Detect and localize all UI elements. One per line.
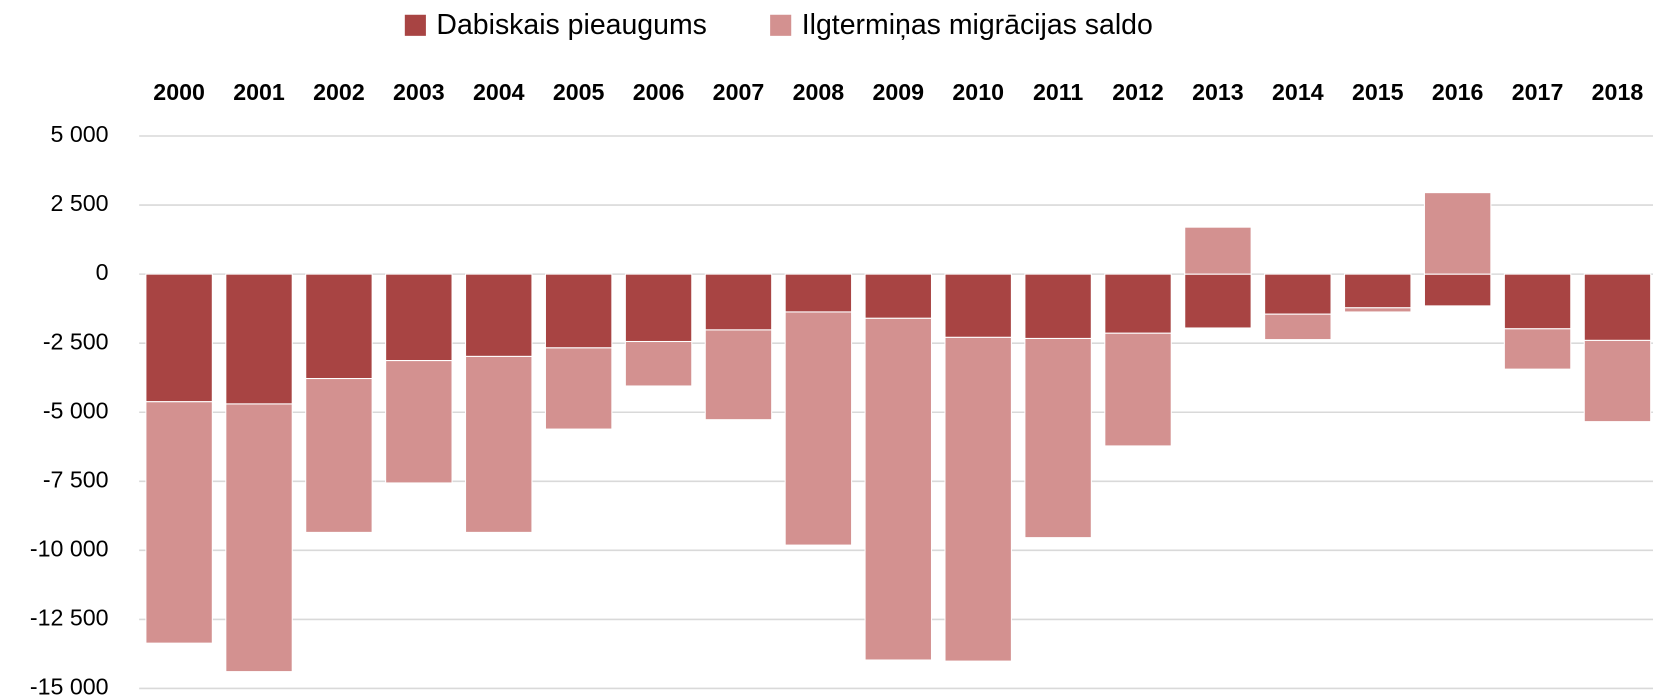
y-tick-label: -7 500 [43, 466, 109, 492]
bar [624, 340, 693, 387]
bar [1184, 273, 1252, 329]
bar [784, 273, 853, 313]
bar [225, 273, 293, 405]
x-tick-label: 2004 [473, 79, 525, 105]
bar [1104, 273, 1172, 334]
x-tick-label: 2009 [872, 79, 924, 105]
x-tick-label: 2005 [553, 79, 605, 105]
x-tick-label: 2012 [1112, 79, 1164, 105]
y-tick-label: 2 500 [51, 190, 109, 216]
bar [1344, 273, 1412, 309]
bar [864, 317, 933, 661]
y-tick-label: -2 500 [43, 328, 109, 354]
y-tick-label: -15 000 [30, 674, 109, 699]
x-tick-label: 2016 [1432, 79, 1484, 105]
legend-label: Dabiskais pieaugums [436, 9, 706, 41]
bar [1423, 192, 1492, 275]
x-tick-label: 2003 [393, 79, 445, 105]
y-tick-label: 0 [96, 259, 109, 285]
x-tick-label: 2013 [1192, 79, 1244, 105]
bar [1264, 273, 1332, 315]
bar [145, 401, 213, 644]
legend-label: Ilgtermiņas migrācijas saldo [802, 9, 1153, 41]
x-tick-label: 2008 [793, 79, 845, 105]
y-tick-label: -5 000 [43, 397, 109, 423]
y-tick-label: 5 000 [51, 121, 109, 147]
bar [544, 347, 613, 430]
bar [704, 329, 773, 421]
bar [145, 273, 213, 403]
bar [544, 273, 613, 349]
bar [225, 403, 293, 673]
bar [1104, 332, 1172, 447]
x-tick-label: 2010 [952, 79, 1004, 105]
bar [1264, 313, 1332, 341]
bar [624, 273, 693, 343]
x-tick-label: 2006 [633, 79, 685, 105]
x-tick-label: 2000 [153, 79, 205, 105]
bar [1503, 273, 1572, 330]
x-tick-label: 2011 [1033, 79, 1083, 105]
bar [1583, 339, 1652, 423]
y-tick-label: -10 000 [30, 535, 109, 561]
bar [1503, 328, 1572, 370]
bar [1583, 273, 1652, 341]
bar [465, 355, 533, 533]
bar [1423, 273, 1492, 307]
x-tick-label: 2018 [1592, 79, 1644, 105]
x-tick-label: 2001 [233, 79, 285, 105]
bar [465, 273, 533, 357]
bar [864, 273, 933, 319]
bar [704, 273, 773, 331]
bar [305, 273, 373, 380]
bar [305, 378, 373, 533]
bar [784, 311, 853, 546]
bar [944, 273, 1012, 338]
bar [944, 336, 1012, 662]
bar [1024, 337, 1092, 539]
y-tick-label: -12 500 [30, 605, 109, 631]
x-tick-label: 2017 [1512, 79, 1564, 105]
bar [385, 360, 453, 484]
legend-swatch [770, 14, 792, 36]
x-tick-label: 2002 [313, 79, 365, 105]
bar [1024, 273, 1092, 340]
legend-swatch [404, 14, 426, 36]
bar [1184, 226, 1252, 275]
x-tick-label: 2007 [713, 79, 765, 105]
x-tick-label: 2015 [1352, 79, 1404, 105]
x-tick-label: 2014 [1272, 79, 1324, 105]
bar [385, 273, 453, 362]
bar [1344, 307, 1412, 313]
